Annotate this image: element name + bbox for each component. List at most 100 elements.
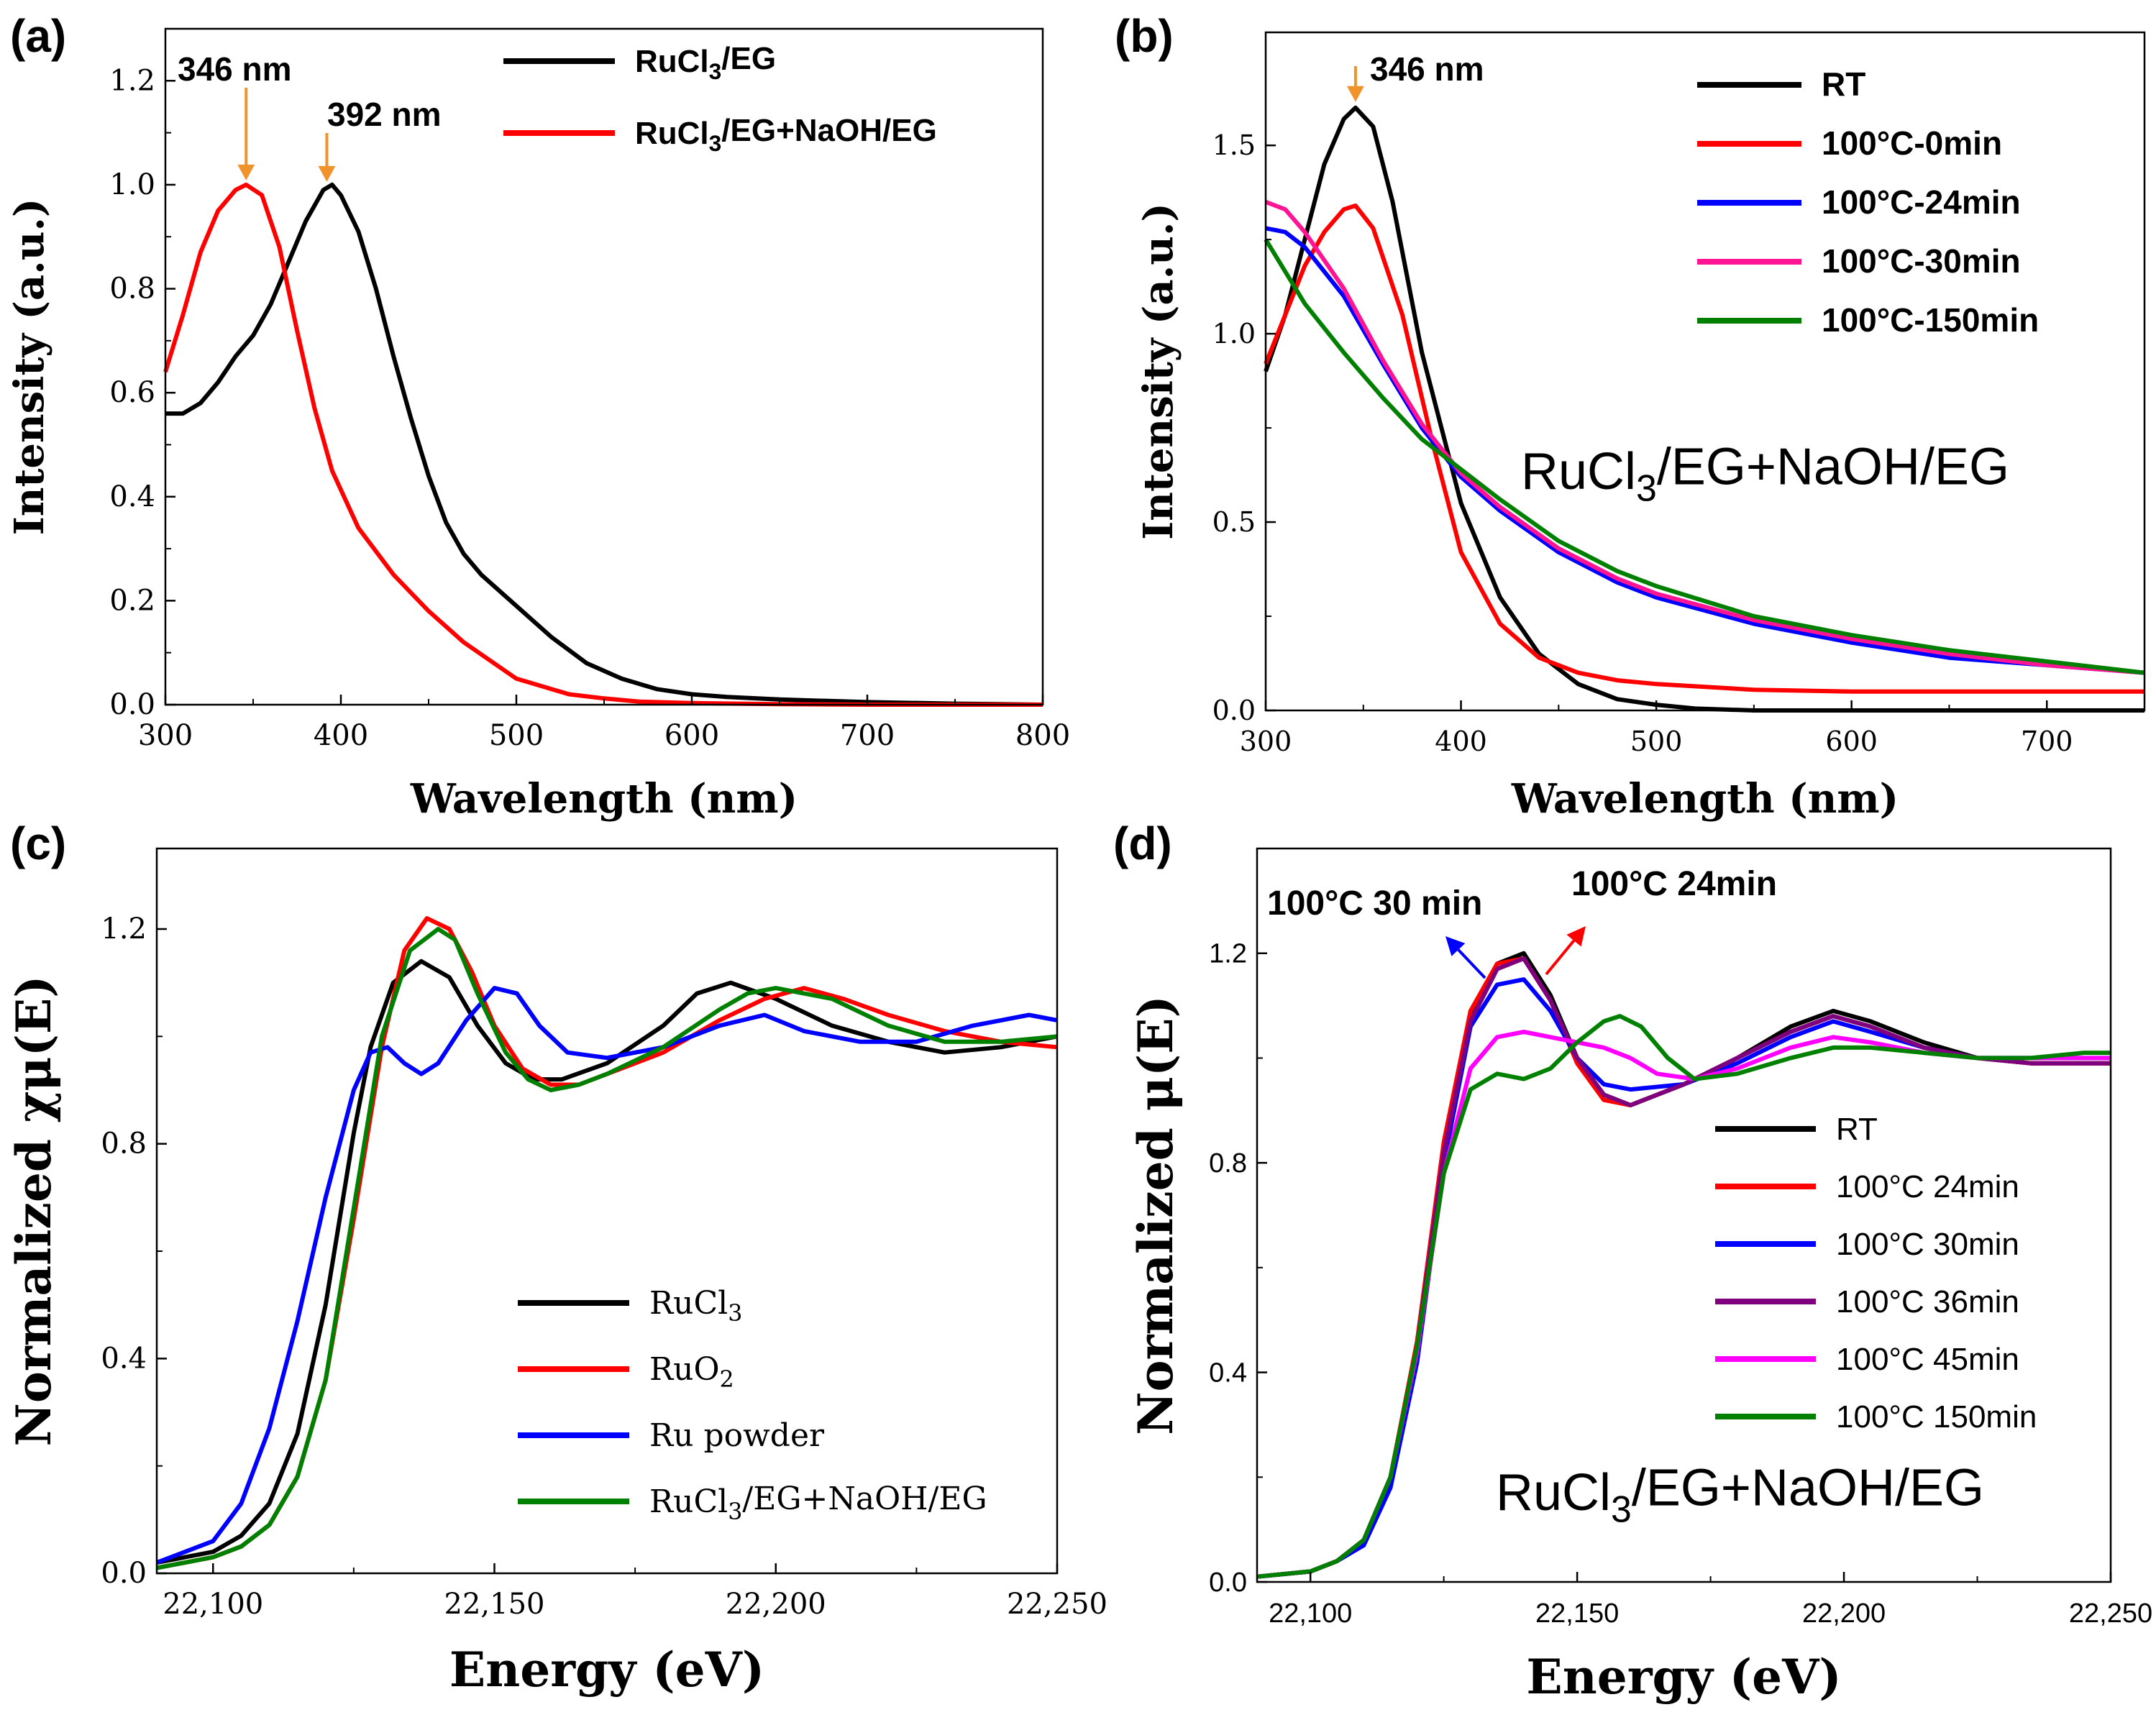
inset-label: RuCl3/EG+NaOH/EG — [1521, 439, 2009, 509]
arrow-head — [1566, 926, 1586, 947]
x-tick-label: 22,100 — [1269, 1598, 1352, 1629]
x-tick-label: 22,150 — [444, 1588, 545, 1621]
x-tick-label: 300 — [1240, 726, 1292, 757]
annotation-346nm: 346 nm — [178, 50, 292, 88]
panel-label: (b) — [1115, 10, 1174, 62]
x-tick-label: 600 — [664, 719, 719, 752]
legend-label: RT — [1836, 1112, 1878, 1147]
x-tick-label: 22,250 — [2069, 1598, 2152, 1629]
y-axis-label: Intensity (a.u.) — [6, 198, 53, 536]
arrow-346nm-b — [1346, 66, 1364, 102]
x-tick-label: 800 — [1015, 719, 1070, 752]
series-line — [1264, 199, 2145, 675]
x-tick-label: 22,200 — [726, 1588, 826, 1621]
legend-label: 100°C-24min — [1822, 183, 2021, 221]
legend-label: RuCl3/EG+NaOH/EG — [649, 1481, 987, 1525]
x-tick-label: 300 — [138, 719, 193, 752]
x-tick-label: 600 — [1825, 726, 1878, 757]
annotation-30min: 100°C 30 min — [1267, 884, 1482, 923]
inset-label: RuCl3/EG+NaOH/EG — [1496, 1460, 1984, 1530]
legend-label: 100°C 30min — [1836, 1227, 2019, 1262]
legend-label: 100°C-0min — [1822, 124, 2002, 162]
y-tick-label: 0.2 — [109, 584, 155, 617]
panel-d: 22,100 22,150 22,200 22,250 0.0 0.4 0.8 1.2 Ener… — [1113, 818, 2152, 1705]
arrow-shaft — [1457, 948, 1486, 979]
legend-label: 100°C-30min — [1822, 242, 2021, 280]
y-tick-label: 1.0 — [109, 168, 155, 201]
series-line — [156, 916, 1058, 1570]
legend-label: RuCl3/EG+NaOH/EG — [635, 113, 937, 156]
y-tick-label: 1.5 — [1212, 129, 1256, 161]
y-tick-label: 0.8 — [109, 273, 155, 306]
arrow-392nm — [318, 133, 336, 182]
y-tick-label: 0.5 — [1212, 506, 1256, 538]
y-tick-label: 0.4 — [109, 480, 155, 513]
arrow-head — [1346, 86, 1364, 102]
x-tick-label: 22,100 — [163, 1588, 263, 1621]
y-tick-label: 1.2 — [1209, 939, 1247, 969]
x-tick-label: 500 — [489, 719, 544, 752]
panel-c: 22,100 22,150 22,200 22,250 0.0 0.4 0.8 1.2 Ener… — [6, 818, 1107, 1698]
arrow-head — [318, 165, 336, 182]
legend-label: 100°C-150min — [1822, 301, 2039, 339]
plot-frame — [1264, 31, 2146, 712]
series-line — [163, 182, 1043, 707]
legend-label: RuO2 — [649, 1351, 734, 1393]
panel-b: 300 400 500 600 700 0.0 0.5 1.0 1.5 Wavelength (n… — [1115, 10, 2146, 823]
y-tick-label: 0.0 — [1209, 1568, 1247, 1598]
legend-label: 100°C 24min — [1836, 1169, 2019, 1204]
series-line — [1256, 1014, 2111, 1579]
y-tick-label: 0.0 — [1212, 695, 1256, 726]
y-tick-label: 1.2 — [101, 912, 147, 946]
arrow-shaft — [1545, 939, 1576, 976]
arrow-30min — [1445, 936, 1486, 979]
y-tick-label: 1.0 — [1212, 318, 1256, 349]
y-tick-label: 0.0 — [101, 1557, 147, 1590]
arrow-24min — [1545, 926, 1586, 976]
y-tick-label: 0.4 — [1209, 1358, 1247, 1389]
x-axis-label: Energy (eV) — [1526, 1649, 1841, 1705]
arrow-head — [237, 164, 255, 180]
y-axis-label: Normalized χμ(E) — [6, 976, 62, 1447]
legend-label: Ru powder — [649, 1417, 825, 1454]
y-tick-label: 0.8 — [101, 1127, 147, 1161]
annotation-24min: 100°C 24min — [1571, 865, 1777, 903]
x-tick-label: 22,250 — [1007, 1588, 1107, 1621]
panel-label: (c) — [10, 818, 66, 869]
y-axis-label: Intensity (a.u.) — [1135, 203, 1182, 540]
legend-label: RT — [1822, 65, 1865, 103]
x-tick-label: 700 — [840, 719, 895, 752]
series-line — [1265, 226, 2145, 675]
legend-label: RuCl3 — [649, 1285, 742, 1327]
x-axis-label: Wavelength (nm) — [410, 775, 798, 823]
y-axis-label: Normalized μ(E) — [1128, 995, 1184, 1435]
series-line — [155, 986, 1058, 1565]
y-tick-label: 0.6 — [109, 376, 155, 409]
y-tick-label: 0.8 — [1209, 1148, 1247, 1179]
legend-label: 100°C 36min — [1836, 1284, 2019, 1319]
plot-frame — [155, 847, 1059, 1575]
x-axis-label: Wavelength (nm) — [1511, 775, 1899, 823]
arrow-346nm — [237, 88, 255, 180]
annotation-346nm-b: 346 nm — [1370, 50, 1484, 88]
panel-label: (d) — [1113, 818, 1172, 869]
y-tick-label: 0.4 — [101, 1342, 147, 1375]
legend-label: RuCl3/EG — [635, 41, 776, 84]
legend: RT 100°C-0min 100°C-24min 100°C-30min 100°C-… — [1697, 65, 2039, 339]
series-line — [156, 959, 1058, 1565]
legend-label: 100°C 45min — [1836, 1342, 2019, 1377]
panel-label: (a) — [10, 10, 66, 62]
x-tick-label: 22,150 — [1535, 1598, 1619, 1629]
y-tick-label: 0.0 — [109, 688, 155, 721]
legend: RT 100°C 24min 100°C 30min 100°C 36min 100°C… — [1715, 1112, 2037, 1435]
x-tick-label: 400 — [314, 719, 368, 752]
series-line — [1264, 238, 2145, 675]
annotation-392nm: 392 nm — [327, 96, 442, 133]
x-tick-label: 700 — [2021, 726, 2073, 757]
plot-frame — [1256, 847, 2112, 1583]
legend: RuCl3 RuO2 Ru powder RuCl3/EG+NaOH/EG — [518, 1285, 987, 1525]
legend: RuCl3/EG RuCl3/EG+NaOH/EG — [503, 41, 937, 156]
series-line — [1264, 203, 2144, 694]
panel-a: 300 400 500 600 700 800 0.0 0.2 0.4 0.6 0.8 1.0 1.2 W… — [6, 10, 1070, 823]
